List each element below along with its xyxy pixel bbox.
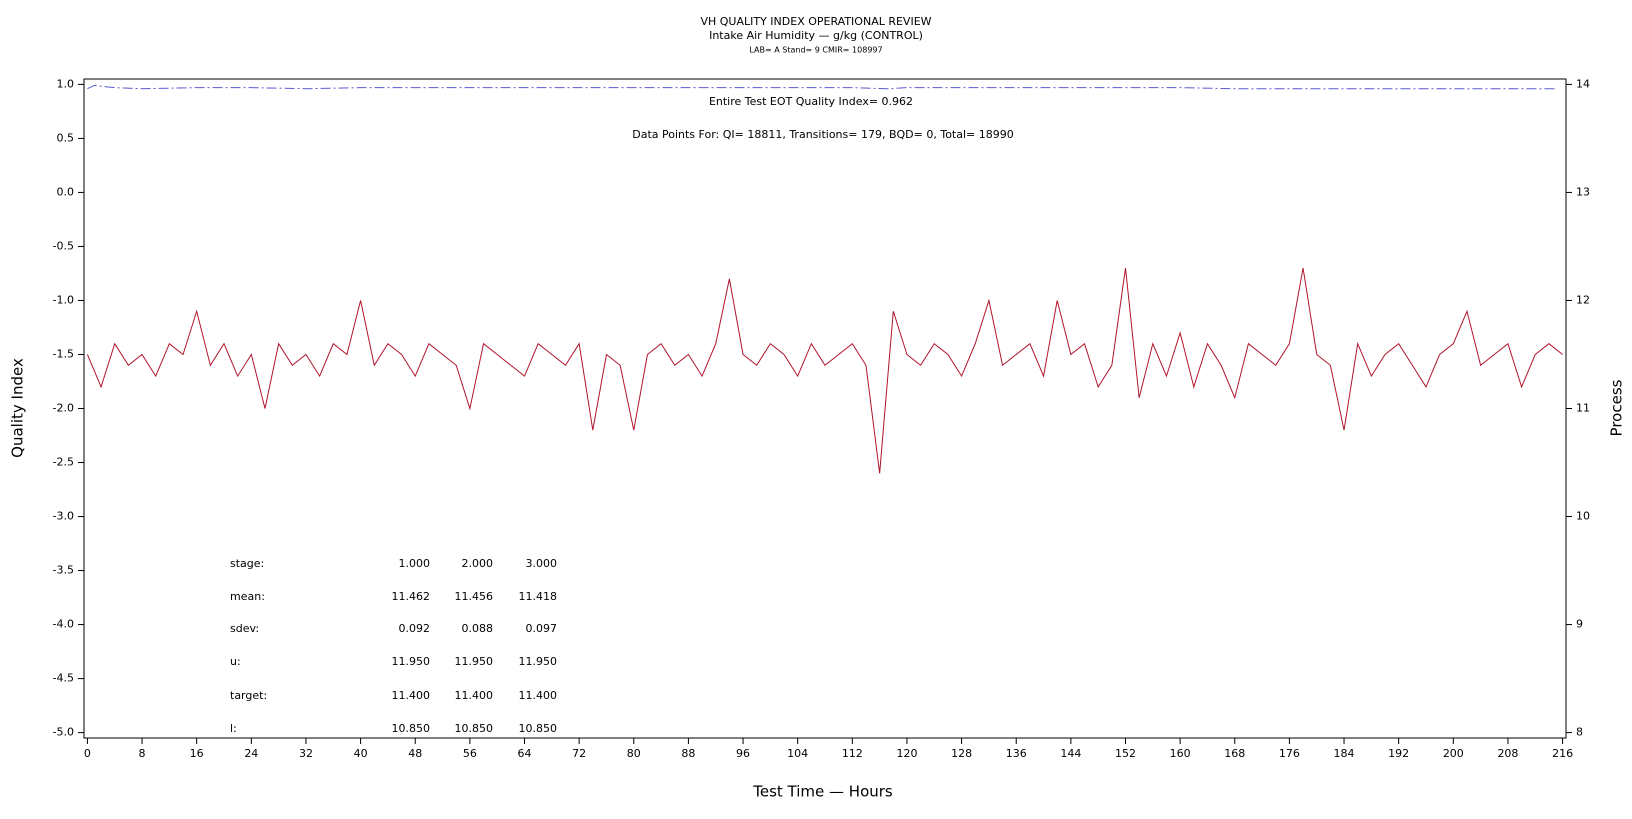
x-axis-label: Test Time — Hours: [752, 783, 893, 801]
y-tick-label: -3.5: [53, 564, 74, 577]
annotation: Entire Test EOT Quality Index= 0.962: [709, 95, 913, 108]
x-tick-label: 88: [681, 747, 695, 760]
series-line: [86, 267, 1563, 474]
stats-cell: 1.000: [399, 557, 431, 570]
y2-tick-label: 13: [1576, 185, 1590, 198]
x-tick-label: 120: [896, 747, 917, 760]
y2-tick-label: 11: [1576, 402, 1590, 415]
stats-cell: 11.456: [455, 590, 494, 603]
stats-cell: u:: [230, 655, 241, 668]
stats-cell: 3.000: [526, 557, 558, 570]
stats-cell: 10.850: [519, 722, 558, 735]
stats-cell: 11.950: [392, 655, 431, 668]
annotation: Data Points For: QI= 18811, Transitions=…: [632, 128, 1014, 141]
stats-cell: 10.850: [392, 722, 431, 735]
stats-cell: target:: [230, 689, 267, 702]
y-tick-label: -0.5: [53, 239, 74, 252]
stats-cell: 0.092: [399, 622, 431, 635]
x-tick-label: 208: [1497, 747, 1518, 760]
y-tick-label: -2.0: [53, 402, 74, 415]
y-tick-label: 1.0: [57, 77, 75, 90]
chart-subtitle: LAB= A Stand= 9 CMIR= 108997: [749, 46, 882, 55]
y-tick-label: 0.0: [57, 185, 75, 198]
x-tick-label: 48: [408, 747, 422, 760]
stats-cell: mean:: [230, 590, 265, 603]
x-tick-label: 96: [736, 747, 750, 760]
stats-cell: 11.950: [455, 655, 494, 668]
y2-tick-label: 14: [1576, 77, 1590, 90]
stats-cell: 0.088: [462, 622, 494, 635]
stats-cell: 0.097: [526, 622, 558, 635]
x-tick-label: 152: [1115, 747, 1136, 760]
stats-cell: 11.400: [455, 689, 494, 702]
y-tick-label: -4.0: [53, 618, 74, 631]
x-tick-label: 184: [1334, 747, 1355, 760]
stats-cell: sdev:: [230, 622, 259, 635]
x-tick-label: 160: [1170, 747, 1191, 760]
x-tick-label: 8: [139, 747, 146, 760]
stats-cell: 11.400: [392, 689, 431, 702]
stats-cell: 10.850: [455, 722, 494, 735]
x-tick-label: 192: [1388, 747, 1409, 760]
y2-axis-label: Process: [1608, 379, 1626, 436]
stats-cell: stage:: [230, 557, 264, 570]
x-tick-label: 128: [951, 747, 972, 760]
y-tick-label: -2.5: [53, 456, 74, 469]
chart-title: VH QUALITY INDEX OPERATIONAL REVIEW: [700, 15, 931, 28]
stats-cell: 11.400: [519, 689, 558, 702]
stats-cell: l:: [230, 722, 237, 735]
y-tick-label: -1.0: [53, 293, 74, 306]
x-tick-label: 64: [518, 747, 532, 760]
y2-tick-label: 12: [1576, 293, 1590, 306]
x-tick-label: 24: [244, 747, 258, 760]
x-tick-label: 80: [627, 747, 641, 760]
y-tick-label: 0.5: [57, 131, 75, 144]
x-tick-label: 0: [84, 747, 91, 760]
stats-cell: 2.000: [462, 557, 494, 570]
y-tick-label: -3.0: [53, 510, 74, 523]
x-tick-label: 40: [354, 747, 368, 760]
x-tick-label: 168: [1224, 747, 1245, 760]
x-tick-label: 104: [787, 747, 808, 760]
x-tick-label: 136: [1006, 747, 1027, 760]
y-tick-label: -1.5: [53, 347, 74, 360]
x-tick-label: 200: [1443, 747, 1464, 760]
y2-tick-label: 8: [1576, 726, 1583, 739]
y2-tick-label: 10: [1576, 510, 1590, 523]
x-tick-label: 32: [299, 747, 313, 760]
x-tick-label: 176: [1279, 747, 1300, 760]
x-tick-label: 16: [190, 747, 204, 760]
stats-cell: 11.950: [519, 655, 558, 668]
y-tick-label: -5.0: [53, 726, 74, 739]
x-tick-label: 112: [842, 747, 863, 760]
x-tick-label: 216: [1552, 747, 1573, 760]
chart-subtitle: Intake Air Humidity — g/kg (CONTROL): [709, 29, 923, 42]
x-tick-label: 56: [463, 747, 477, 760]
stats-cell: 11.462: [392, 590, 431, 603]
x-tick-label: 144: [1060, 747, 1081, 760]
x-tick-label: 72: [572, 747, 586, 760]
series-line: [87, 84, 1556, 90]
y2-tick-label: 9: [1576, 618, 1583, 631]
y-axis-label: Quality Index: [9, 358, 27, 458]
stats-cell: 11.418: [519, 590, 558, 603]
y-tick-label: -4.5: [53, 672, 74, 685]
plot-frame: [83, 78, 1567, 739]
